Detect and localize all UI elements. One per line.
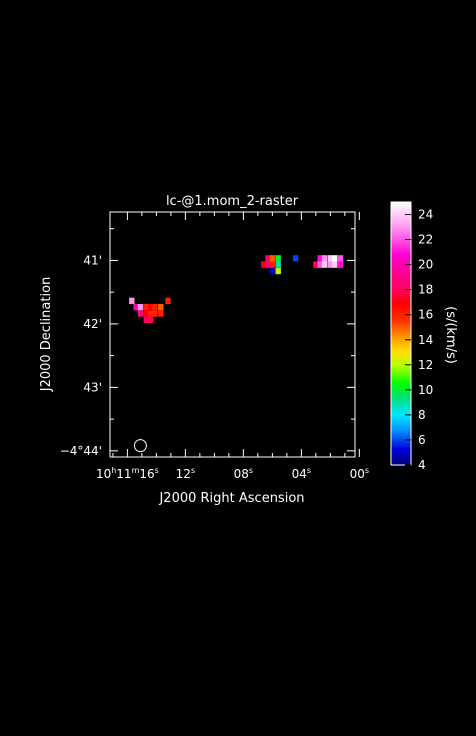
x-tick-label: 12s [176,466,195,481]
data-pixel [317,255,323,262]
data-pixel [321,255,328,262]
data-pixel [332,261,338,268]
y-tick-label: −4°44' [60,444,102,458]
colorbar-tick-label: 20 [418,258,433,272]
data-pixel [158,310,164,317]
data-pixel [147,316,154,323]
data-pixel [165,297,171,304]
data-pixel [133,304,139,311]
data-pixel [275,255,281,262]
data-pixel [317,261,323,268]
colorbar [390,201,412,466]
x-tick-label: 04s [292,466,311,481]
data-pixel [143,316,149,323]
colorbar-tick-label: 6 [418,433,426,447]
y-tick-label: 41' [83,253,102,267]
x-tick-label: 10h11m16s [96,466,159,481]
data-pixel [261,261,267,268]
x-axis-label: J2000 Right Ascension [158,491,304,506]
x-tick-label: 00s [350,466,369,481]
colorbar-tick-label: 8 [418,408,426,422]
data-pixel [265,261,271,268]
data-pixel [152,304,158,311]
colorbar-tick-label: 4 [418,458,426,472]
colorbar-tick-label: 14 [418,333,433,347]
data-pixel [269,255,276,262]
data-pixel [147,304,154,311]
data-pixel [337,255,344,262]
colorbar-tick-label: 18 [418,283,433,297]
pixel-layer [129,255,344,453]
colorbar-tick-label: 12 [418,358,433,372]
colorbar-tick-label: 16 [418,308,433,322]
data-pixel [137,310,144,317]
data-pixel [137,304,144,311]
beam-ellipse [133,439,147,453]
data-pixel [129,297,135,304]
data-pixel [269,261,276,268]
data-pixel [143,304,149,311]
data-pixel [321,261,328,268]
colorbar-ticks: 24 22 20 18 16 14 12 10 8 6 4 [405,208,433,472]
x-tick-label: 08s [234,466,253,481]
data-pixel [327,255,334,262]
y-axis-label: J2000 Declination [39,277,54,393]
colorbar-tick-label: 10 [418,383,433,397]
data-pixel [327,261,334,268]
x-axis-ticks: 10h11m16s 12s 08s 04s 00s [96,212,369,481]
data-pixel [158,304,164,311]
y-axis-ticks: 41' 42' 43' −4°44' [60,228,355,458]
data-pixel [147,310,154,317]
data-pixel [313,261,319,268]
data-pixel [143,310,149,317]
data-pixel [275,267,281,275]
data-pixel [292,255,299,262]
colorbar-label: (s/(km/s) [443,306,458,364]
data-pixel [275,261,281,268]
colorbar-tick-label: 24 [418,208,433,222]
plot-frame [109,211,356,458]
data-pixel [152,310,158,317]
data-pixel [265,255,271,262]
data-pixel [337,261,344,268]
chart-title: lc-@1.mom_2-raster [166,194,299,209]
data-pixel [332,255,338,262]
y-tick-label: 43' [83,380,102,394]
colorbar-tick-label: 22 [418,233,433,247]
y-tick-label: 42' [83,317,102,331]
data-pixel [269,267,276,275]
